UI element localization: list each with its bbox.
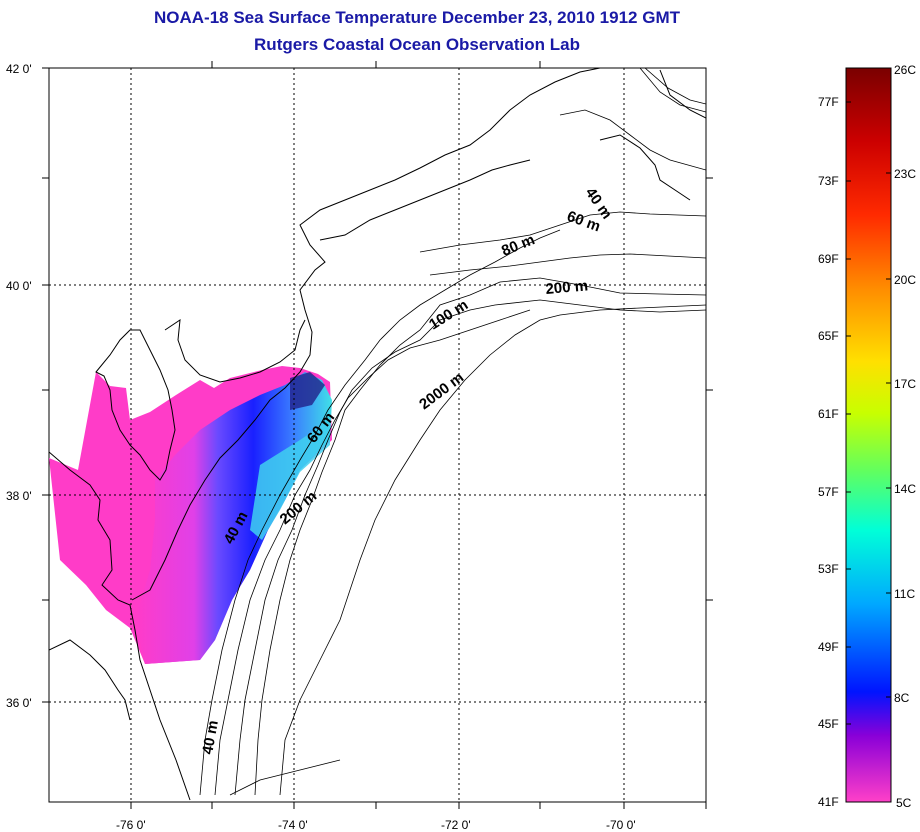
lat-label: 38 0' <box>6 489 32 503</box>
colorbar-f-label: 69F <box>818 252 839 266</box>
colorbar-c-label: 14C <box>894 482 916 496</box>
latitude-labels: 42 0' 40 0' 38 0' 36 0' <box>6 62 32 710</box>
lon-label: -76 0' <box>116 818 146 832</box>
depth-label: 200 m <box>545 277 589 298</box>
colorbar-f-label: 45F <box>818 717 839 731</box>
colorbar-c-label: 20C <box>894 273 916 287</box>
colorbar-c-label: 11C <box>894 587 915 601</box>
colorbar-f-label: 77F <box>818 95 839 109</box>
coastline <box>49 68 706 801</box>
colorbar-f-label: 41F <box>818 795 839 809</box>
colorbar-c-label: 23C <box>894 167 916 181</box>
colorbar-f-label: 57F <box>818 485 839 499</box>
colorbar-f-label: 61F <box>818 407 839 421</box>
colorbar-fahrenheit-labels: 77F 73F 69F 65F 61F 57F 53F 49F 45F 41F <box>818 95 839 809</box>
depth-label: 40 m <box>199 719 222 756</box>
lat-label: 40 0' <box>6 279 32 293</box>
longitude-labels: -76 0' -74 0' -72 0' -70 0' <box>116 818 636 832</box>
colorbar-f-label: 65F <box>818 329 839 343</box>
map-grid <box>49 68 706 802</box>
colorbar <box>845 67 892 803</box>
lat-label: 42 0' <box>6 62 32 76</box>
colorbar-c-label: 26C <box>894 63 916 77</box>
axis-ticks <box>42 61 713 809</box>
map-title: NOAA-18 Sea Surface Temperature December… <box>154 8 680 27</box>
sst-swath <box>49 366 332 664</box>
lon-label: -72 0' <box>441 818 471 832</box>
colorbar-c-label: 8C <box>894 691 910 705</box>
map-subtitle: Rutgers Coastal Ocean Observation Lab <box>254 35 580 54</box>
bathymetry-contours <box>199 68 706 796</box>
colorbar-celsius-labels: 26C 23C 20C 17C 14C 11C 8C 5C <box>894 63 916 810</box>
colorbar-f-label: 53F <box>818 562 839 576</box>
colorbar-c-label: 17C <box>894 377 916 391</box>
lon-label: -70 0' <box>606 818 636 832</box>
colorbar-f-label: 73F <box>818 174 839 188</box>
colorbar-c-label: 5C <box>896 796 912 810</box>
lat-label: 36 0' <box>6 696 32 710</box>
colorbar-f-label: 49F <box>818 640 839 654</box>
lon-label: -74 0' <box>278 818 308 832</box>
colorbar-ticks <box>846 67 891 725</box>
